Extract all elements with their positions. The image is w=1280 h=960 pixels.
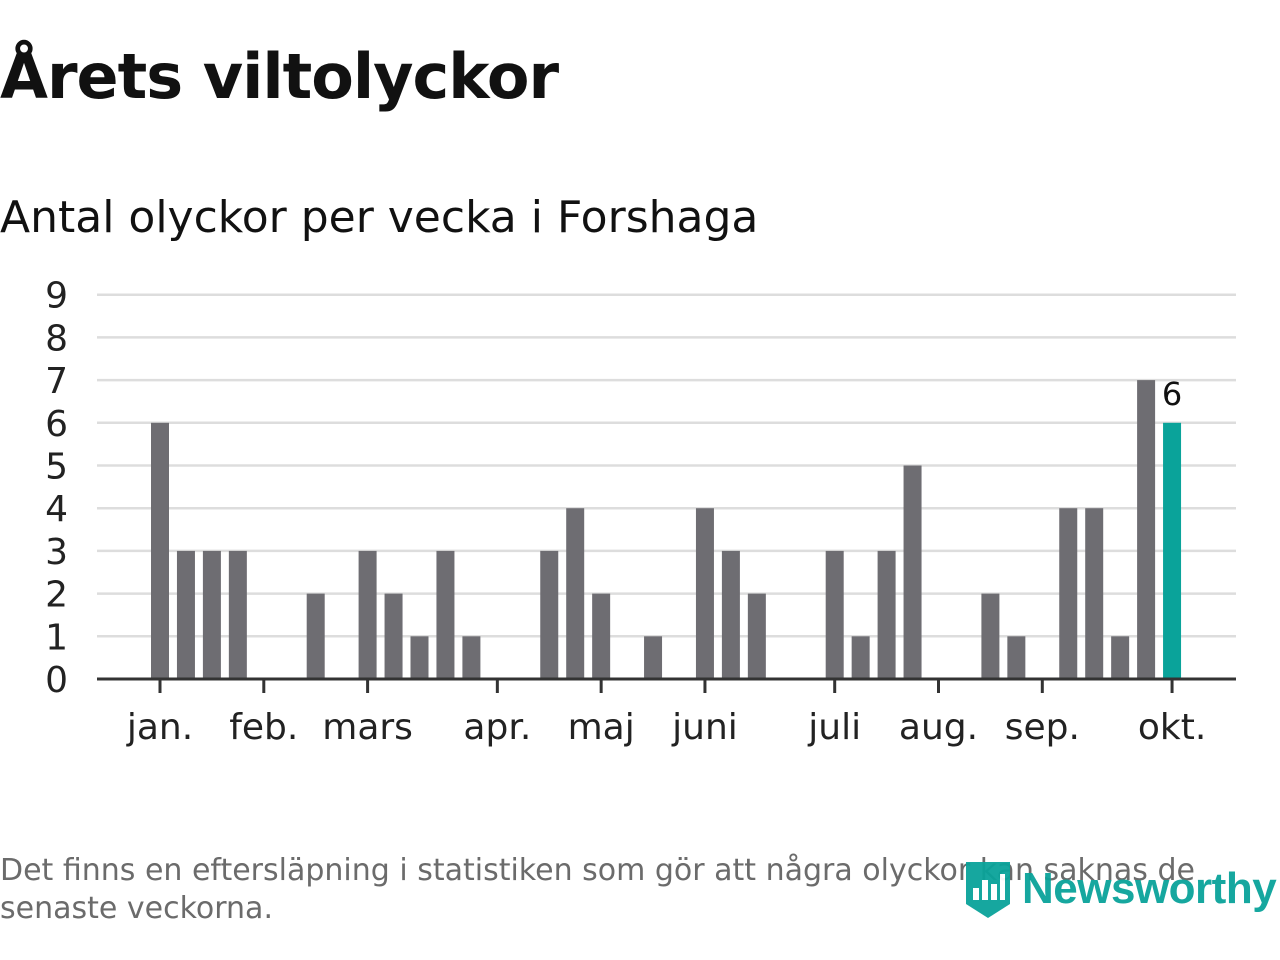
bar [695,508,714,679]
bar [721,550,740,679]
y-tick-label: 2 [45,575,68,616]
y-tick-label: 0 [45,660,68,701]
y-tick-label: 6 [45,404,68,445]
bar [228,550,247,679]
x-tick-label: jan. [126,707,193,748]
y-tick-label: 5 [45,447,68,488]
bar [384,593,403,679]
logo-text: Newsworthy [1022,864,1277,913]
x-tick-label: mars [322,707,413,748]
bar [306,593,325,679]
y-tick-label: 4 [45,489,68,530]
y-tick-label: 8 [45,318,68,359]
bar [151,422,169,679]
bar [747,593,766,679]
chart-subtitle: Antal olyckor per vecka i Forshaga [0,192,759,243]
bar [1007,636,1026,679]
y-tick-label: 1 [45,617,68,658]
bar-highlight [1163,422,1182,679]
bar [644,636,663,679]
bar [1137,380,1156,679]
bar [410,636,429,679]
bar [566,508,585,679]
x-tick-label: apr. [463,707,531,748]
x-tick-label: okt. [1138,707,1206,748]
bar-chart-badge-icon [966,862,1010,918]
bar [176,550,195,679]
y-tick-label: 3 [45,532,68,573]
data-label: 6 [1162,375,1182,413]
x-tick-label: feb. [229,707,298,748]
bar [540,550,559,679]
bar [1059,508,1078,679]
bar [592,593,611,679]
x-tick-label: aug. [899,707,978,748]
bar [1085,508,1104,679]
bar [903,465,922,679]
bar [358,550,377,679]
bar [981,593,1000,679]
bar [462,636,481,679]
bar [825,550,844,679]
bar [851,636,870,679]
x-tick-label: sep. [1005,707,1080,748]
bar [202,550,221,679]
chart-title: Årets viltolyckor [0,40,559,113]
bar [877,550,896,679]
bar [1111,636,1130,679]
y-tick-label: 9 [45,276,68,317]
x-tick-label: juni [671,707,738,748]
newsworthy-logo: Newsworthy [962,858,1277,920]
x-tick-label: maj [568,707,635,748]
bar [436,550,455,679]
y-tick-label: 7 [45,361,68,402]
x-tick-label: juli [807,707,861,748]
